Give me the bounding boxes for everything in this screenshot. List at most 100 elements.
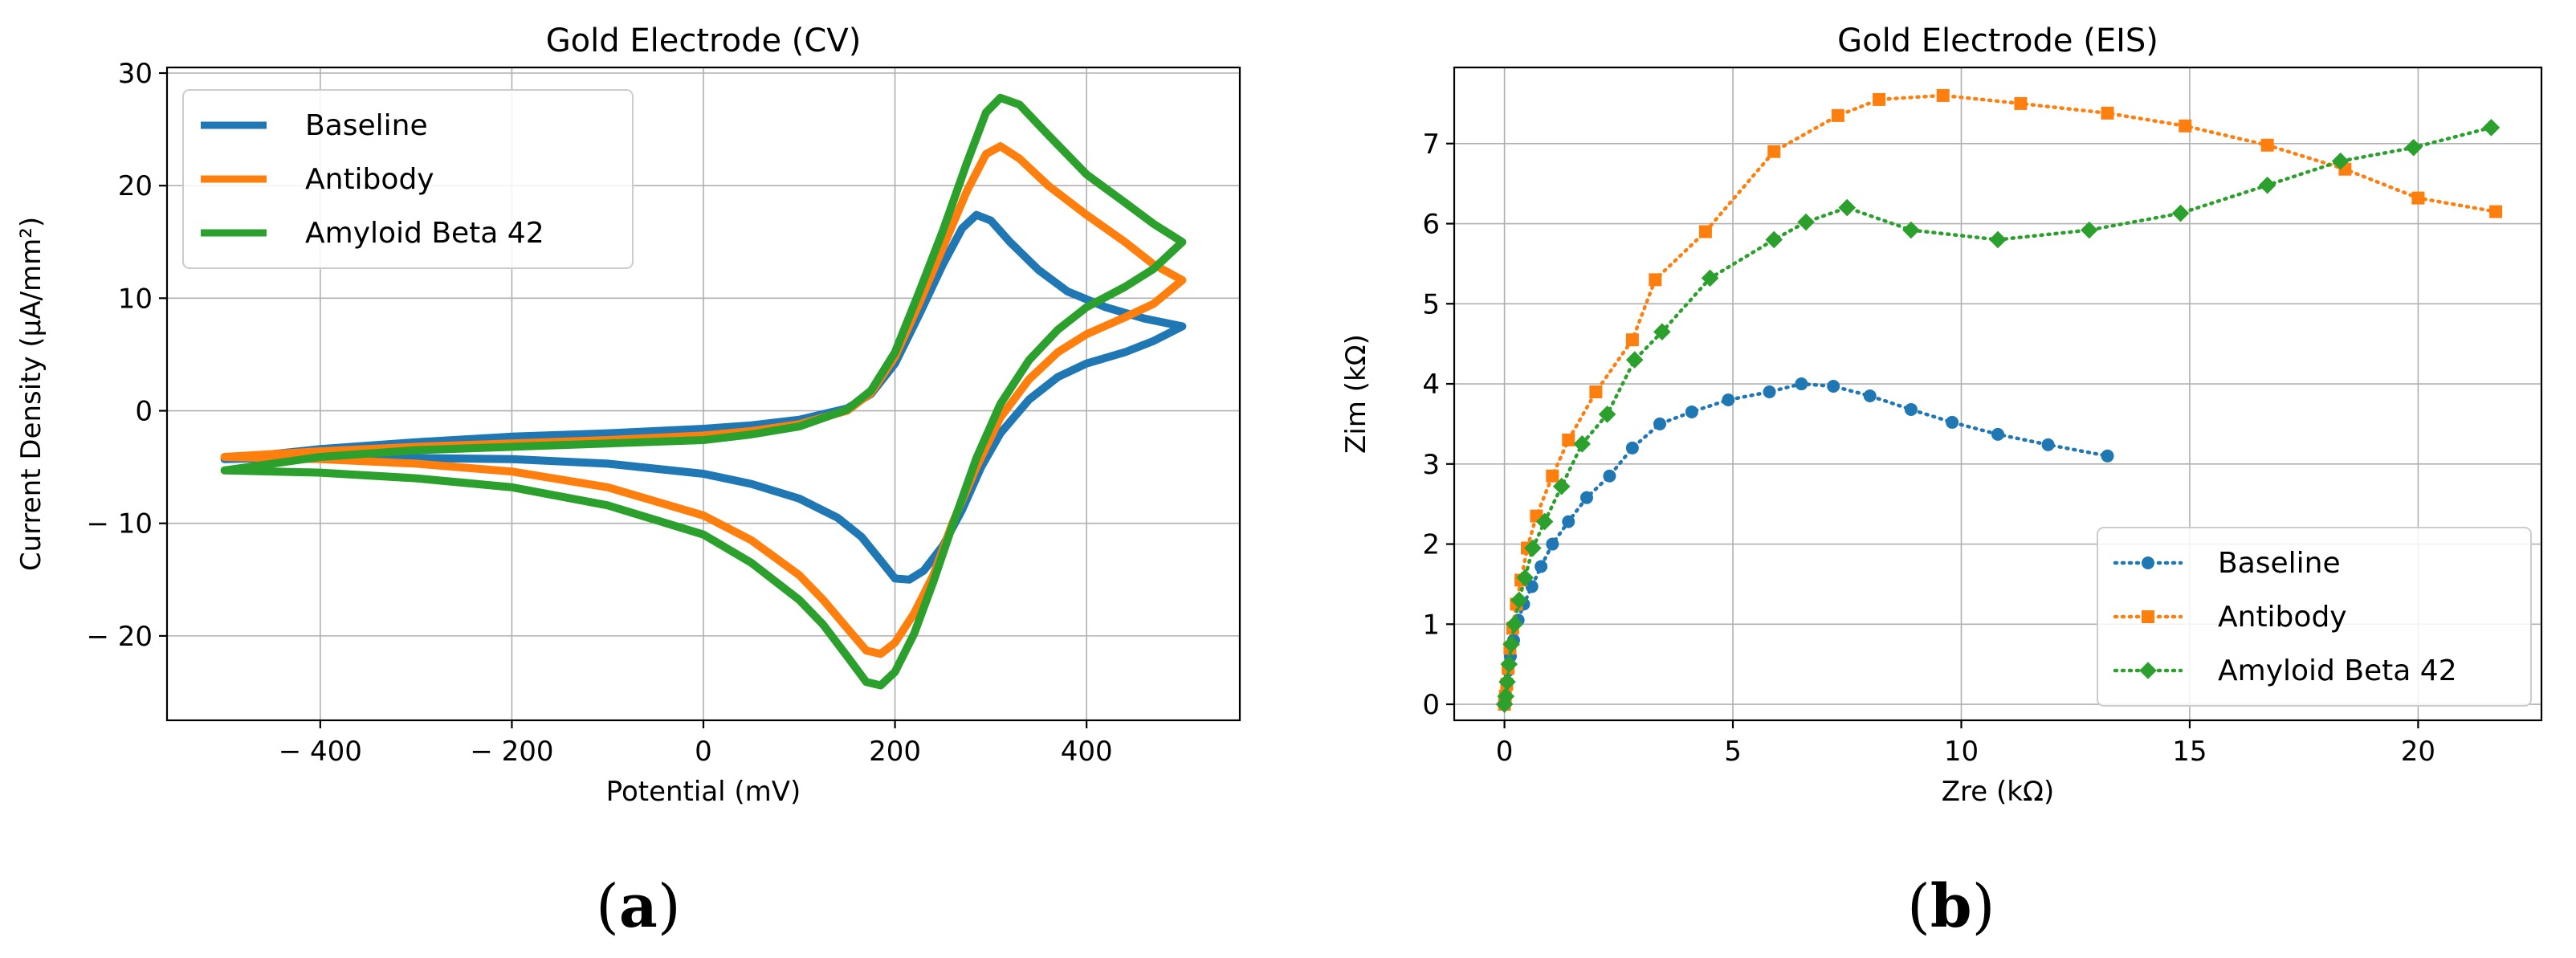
data-point-baseline: [1603, 469, 1616, 483]
plot-area: [220, 93, 1187, 690]
panel-label-b: (b): [1907, 872, 1995, 941]
data-point-baseline: [1863, 389, 1877, 402]
x-tick-label: 15: [2172, 736, 2207, 768]
data-point-baseline: [1546, 537, 1559, 551]
data-point-antibody: [2260, 138, 2274, 152]
data-point-antibody: [1936, 88, 1950, 102]
data-point-amyloid-beta-42: [1573, 435, 1592, 453]
legend: Baseline Antibody Amyloid Beta 42: [182, 89, 634, 269]
data-point-amyloid-beta-42: [1701, 269, 1719, 287]
y-tick-label: 1: [1422, 609, 1440, 641]
data-point-amyloid-beta-42: [1498, 673, 1516, 691]
data-point-amyloid-beta-42: [1510, 591, 1528, 609]
legend-marker-baseline: [2142, 556, 2154, 569]
legend-marker-antibody: [2142, 610, 2154, 623]
data-point-baseline: [1795, 377, 1808, 391]
data-point-baseline: [1904, 402, 1918, 416]
data-point-baseline: [1763, 385, 1776, 399]
data-point-amyloid-beta-42: [2404, 138, 2423, 157]
chart-title: Gold Electrode (EIS): [1837, 22, 2158, 59]
data-point-antibody: [1625, 333, 1639, 347]
panel-label-b-letter: b: [1930, 872, 1972, 941]
data-point-baseline: [1827, 380, 1840, 393]
data-point-amyloid-beta-42: [1838, 198, 1857, 217]
y-tick-label: 0: [1422, 689, 1440, 721]
data-point-amyloid-beta-42: [1502, 635, 1520, 654]
legend-label-antibody: Antibody: [2218, 601, 2347, 634]
data-point-antibody: [1649, 273, 1662, 287]
data-point-baseline: [1525, 580, 1539, 593]
panel-label-a-letter: a: [618, 872, 658, 941]
data-point-amyloid-beta-42: [1552, 477, 1571, 495]
data-point-baseline: [1991, 427, 2004, 441]
data-point-baseline: [1685, 405, 1698, 418]
data-point-baseline: [1722, 393, 1735, 406]
data-point-amyloid-beta-42: [2258, 176, 2276, 194]
legend-marker-amyloid-beta-42: [2139, 662, 2157, 679]
legend-label-baseline: Baseline: [2218, 547, 2341, 580]
x-tick-label: 200: [869, 736, 921, 768]
data-point-amyloid-beta-42: [1535, 512, 1554, 531]
data-point-antibody: [1562, 433, 1575, 446]
data-point-amyloid-beta-42: [1497, 687, 1515, 705]
x-axis-label: Zre (kΩ): [1942, 776, 2054, 808]
data-point-baseline: [1625, 441, 1639, 455]
plot-area: [1495, 88, 2503, 713]
data-point-amyloid-beta-42: [1598, 406, 1616, 423]
legend-box: [2097, 527, 2532, 707]
data-point-antibody: [2411, 191, 2425, 205]
data-point-amyloid-beta-42: [1495, 695, 1514, 713]
legend-label-antibody: Antibody: [305, 163, 434, 196]
data-point-baseline: [1653, 417, 1667, 430]
data-point-baseline: [1535, 560, 1548, 573]
data-point-amyloid-beta-42: [2080, 221, 2098, 239]
data-point-antibody: [1698, 225, 1712, 238]
legend-label-amyloid-beta-42: Amyloid Beta 42: [305, 217, 544, 250]
data-point-antibody: [1831, 108, 1844, 122]
data-point-antibody: [1767, 145, 1781, 158]
data-point-baseline: [1579, 491, 1593, 504]
data-point-antibody: [2101, 106, 2114, 120]
x-tick-label: 10: [1944, 736, 1979, 768]
data-point-baseline: [2101, 449, 2114, 463]
y-tick-label: − 20: [86, 621, 153, 653]
plot-frame: [1453, 66, 2543, 722]
y-tick-label: 3: [1422, 449, 1440, 481]
y-tick-label: 20: [118, 170, 153, 202]
data-point-antibody: [2489, 205, 2503, 218]
x-tick-label: 0: [695, 736, 712, 768]
x-tick-label: − 200: [470, 736, 553, 768]
x-tick-label: 5: [1724, 736, 1742, 768]
data-point-antibody: [1873, 92, 1886, 106]
cv-chart: − 400 − 200 0 200 400 − 20 − 10 0 10 20 30 Gold Ele…: [15, 22, 1241, 808]
legend-label-baseline: Baseline: [305, 109, 428, 142]
y-tick-label: 10: [118, 283, 153, 315]
data-point-amyloid-beta-42: [1765, 230, 1783, 249]
y-tick-label: 0: [135, 396, 153, 428]
y-tick-label: 30: [118, 58, 153, 90]
y-tick-label: 7: [1422, 128, 1440, 161]
x-axis-label: Potential (mV): [606, 776, 801, 808]
data-point-baseline: [1946, 415, 1959, 429]
x-tick-label: 400: [1061, 736, 1113, 768]
legend-label-amyloid-beta-42: Amyloid Beta 42: [2218, 654, 2457, 687]
data-point-antibody: [1546, 469, 1559, 483]
y-axis-label: Zim (kΩ): [1340, 334, 1372, 454]
y-tick-label: − 10: [86, 508, 153, 540]
data-point-amyloid-beta-42: [1989, 230, 2007, 249]
data-point-amyloid-beta-42: [2331, 152, 2350, 170]
data-point-antibody: [1589, 385, 1603, 399]
series-line-amyloid-beta-42: [220, 93, 1187, 690]
data-point-antibody: [2014, 96, 2028, 110]
data-point-amyloid-beta-42: [1902, 221, 1920, 239]
data-point-amyloid-beta-42: [1506, 615, 1523, 634]
data-point-amyloid-beta-42: [1797, 213, 1815, 231]
chart-title: Gold Electrode (CV): [546, 22, 862, 59]
data-point-amyloid-beta-42: [1500, 655, 1518, 673]
x-tick-label: − 400: [279, 736, 362, 768]
y-axis-label: Current Density (μA/mm²): [15, 217, 47, 571]
data-point-amyloid-beta-42: [1653, 323, 1671, 340]
data-point-amyloid-beta-42: [1625, 351, 1644, 369]
data-point-antibody: [2179, 119, 2192, 132]
